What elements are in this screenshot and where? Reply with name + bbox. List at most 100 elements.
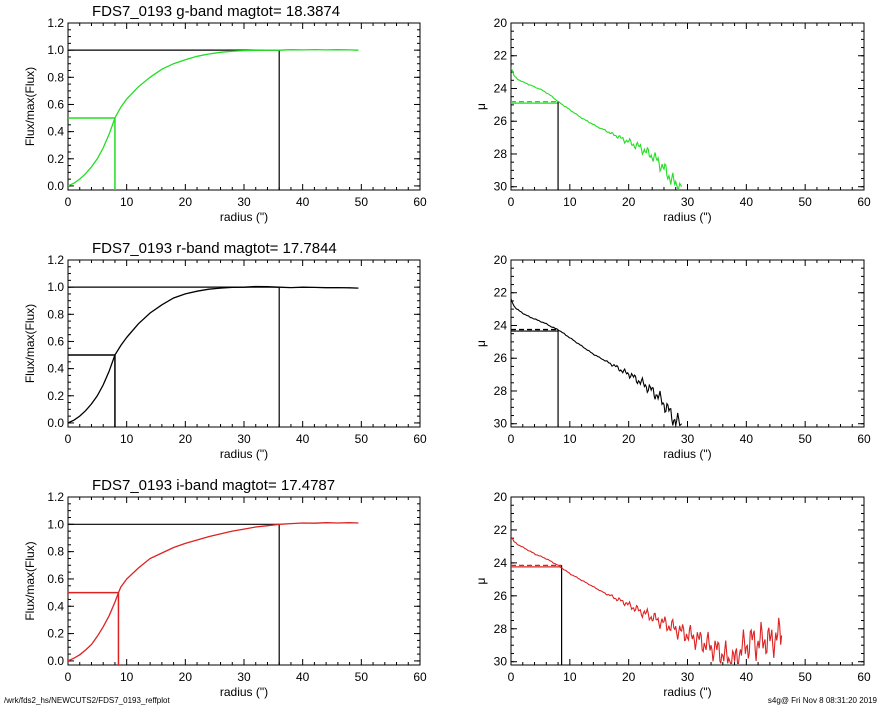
y-axis-label: μ xyxy=(474,340,488,347)
x-tick-label: 10 xyxy=(120,195,134,209)
x-tick-label: 0 xyxy=(508,195,515,209)
y-tick-label: 26 xyxy=(494,351,508,365)
y-tick-label: 0.2 xyxy=(47,152,64,166)
y-tick-label: 20 xyxy=(494,253,508,267)
y-axis-label: μ xyxy=(474,103,488,110)
axes-frame xyxy=(510,259,865,428)
surface-brightness-profile xyxy=(511,67,683,189)
y-tick-label: 24 xyxy=(494,556,508,570)
x-tick-label: 40 xyxy=(296,670,310,684)
y-tick-label: 0.8 xyxy=(47,307,64,321)
y-tick-label: 0.4 xyxy=(47,599,64,613)
plot-area xyxy=(68,522,359,665)
y-tick-label: 24 xyxy=(494,318,508,332)
x-tick-label: 10 xyxy=(563,195,577,209)
y-tick-label: 1.2 xyxy=(47,253,64,267)
y-tick-label: 1.0 xyxy=(47,280,64,294)
y-tick-label: 1.2 xyxy=(47,490,64,504)
y-tick-label: 30 xyxy=(494,180,508,194)
y-tick-label: 0.6 xyxy=(47,97,64,111)
chart-title: FDS7_0193 i-band magtot= 17.4787 xyxy=(92,477,335,494)
x-tick-label: 50 xyxy=(798,432,812,446)
x-tick-label: 20 xyxy=(622,432,636,446)
panel-g-growth-curve: 0 10 20 30 40 50 60 0.0 0.2 0.4 0.6 0.8 1.0 1.2 radius… xyxy=(23,3,427,224)
y-tick-label: 0.6 xyxy=(47,334,64,348)
x-axis-label: radius (") xyxy=(663,685,711,699)
plot-area xyxy=(68,285,359,427)
x-axis-label: radius (") xyxy=(220,685,268,699)
chart-title: FDS7_0193 g-band magtot= 18.3874 xyxy=(92,3,340,20)
x-tick-label: 60 xyxy=(413,432,427,446)
footer-timestamp: s4g@ Fri Nov 8 08:31:20 2019 xyxy=(767,696,877,705)
x-tick-label: 30 xyxy=(681,670,695,684)
y-tick-label: 0.0 xyxy=(47,179,64,193)
x-tick-label: 60 xyxy=(413,670,427,684)
plot-area xyxy=(511,67,683,190)
x-tick-label: 50 xyxy=(355,195,369,209)
y-tick-label: 0.2 xyxy=(47,389,64,403)
y-tick-label: 0.8 xyxy=(47,70,64,84)
y-tick-label: 1.2 xyxy=(47,16,64,30)
axes-frame xyxy=(67,496,421,666)
y-tick-label: 0.0 xyxy=(47,654,64,668)
x-tick-label: 20 xyxy=(622,670,636,684)
y-axis-label: Flux/max(Flux) xyxy=(23,304,37,383)
x-tick-label: 10 xyxy=(563,432,577,446)
y-tick-label: 0.2 xyxy=(47,627,64,641)
growth-curve-line xyxy=(68,285,359,424)
plot-area xyxy=(511,536,783,665)
x-axis-label: radius (") xyxy=(220,210,268,224)
y-tick-label: 20 xyxy=(494,490,508,504)
x-tick-label: 30 xyxy=(237,432,251,446)
x-tick-label: 30 xyxy=(681,195,695,209)
x-tick-label: 50 xyxy=(355,670,369,684)
x-tick-label: 50 xyxy=(798,195,812,209)
y-tick-label: 28 xyxy=(494,384,508,398)
x-tick-label: 20 xyxy=(179,670,193,684)
x-tick-label: 30 xyxy=(237,195,251,209)
x-axis-label: radius (") xyxy=(663,210,711,224)
y-tick-label: 1.0 xyxy=(47,43,64,57)
x-tick-label: 40 xyxy=(740,670,754,684)
chart-title: FDS7_0193 r-band magtot= 17.7844 xyxy=(92,240,337,257)
x-tick-label: 40 xyxy=(740,432,754,446)
y-tick-label: 30 xyxy=(494,655,508,669)
panel-i-growth-curve: 0 10 20 30 40 50 60 0.0 0.2 0.4 0.6 0.8 1.0 1.2 radius… xyxy=(23,477,427,699)
y-tick-label: 26 xyxy=(494,114,508,128)
y-tick-label: 0.4 xyxy=(47,125,64,139)
x-tick-label: 50 xyxy=(798,670,812,684)
x-tick-label: 20 xyxy=(179,432,193,446)
x-axis-label: radius (") xyxy=(220,447,268,461)
y-tick-label: 0.6 xyxy=(47,572,64,586)
y-tick-label: 28 xyxy=(494,147,508,161)
y-tick-label: 0.8 xyxy=(47,545,64,559)
y-tick-label: 22 xyxy=(494,286,508,300)
y-tick-label: 28 xyxy=(494,622,508,636)
growth-curve-line xyxy=(68,48,359,187)
y-tick-label: 1.0 xyxy=(47,517,64,531)
x-tick-label: 60 xyxy=(857,670,871,684)
x-tick-label: 0 xyxy=(65,432,72,446)
y-tick-label: 30 xyxy=(494,417,508,431)
axes-frame xyxy=(67,259,421,428)
x-tick-label: 40 xyxy=(296,432,310,446)
y-axis-label: Flux/max(Flux) xyxy=(23,541,37,620)
y-tick-label: 20 xyxy=(494,16,508,30)
x-tick-label: 30 xyxy=(237,670,251,684)
x-axis-label: radius (") xyxy=(663,447,711,461)
x-tick-label: 60 xyxy=(413,195,427,209)
y-tick-label: 22 xyxy=(494,49,508,63)
plot-area xyxy=(511,298,683,427)
y-tick-label: 0.0 xyxy=(47,416,64,430)
x-tick-label: 60 xyxy=(857,432,871,446)
x-tick-label: 40 xyxy=(296,195,310,209)
surface-brightness-profile xyxy=(511,298,683,427)
y-tick-label: 22 xyxy=(494,523,508,537)
y-tick-label: 26 xyxy=(494,589,508,603)
y-tick-label: 24 xyxy=(494,81,508,95)
x-tick-label: 60 xyxy=(857,195,871,209)
axes-frame xyxy=(510,496,865,666)
